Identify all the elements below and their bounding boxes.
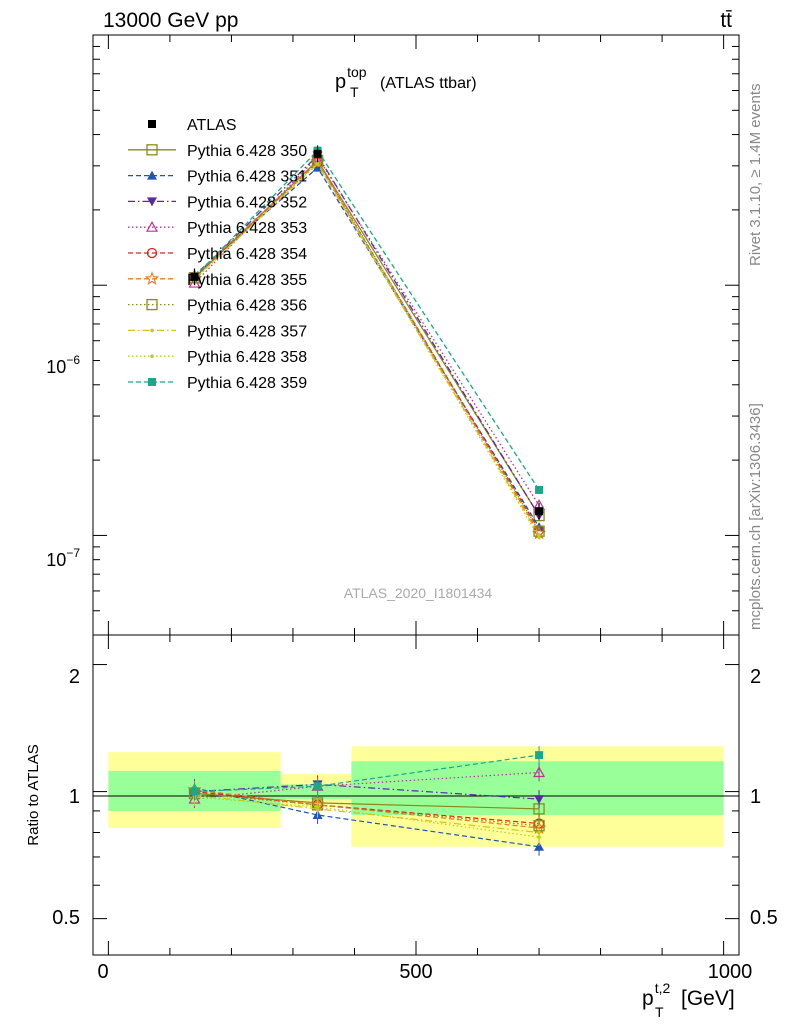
data-point-atlas bbox=[313, 149, 322, 158]
ratio-marker-pythia-6-428-353 bbox=[533, 766, 546, 778]
series-line-pythia-6-428-356 bbox=[194, 160, 540, 532]
legend-marker-pythia-6-428-357 bbox=[150, 328, 154, 333]
x-axis-label: pt,2 T[GeV] bbox=[642, 980, 735, 1020]
ratio-series-layer bbox=[187, 746, 547, 856]
legend-label-pythia-6-428-350: Pythia 6.428 350 bbox=[187, 143, 307, 160]
legend-label-pythia-6-428-355: Pythia 6.428 355 bbox=[187, 272, 307, 289]
legend-marker-pythia-6-428-352 bbox=[147, 197, 157, 207]
series-line-pythia-6-428-355 bbox=[194, 160, 540, 534]
legend-marker-pythia-6-428-359 bbox=[148, 378, 156, 386]
ratio-marker-pythia-6-428-359 bbox=[190, 787, 199, 796]
legend-item-pythia-6-428-355: Pythia 6.428 355 bbox=[128, 271, 307, 289]
series-marker-pythia-6-428-358 bbox=[537, 535, 541, 540]
ratio-y-tick-2: 2 bbox=[69, 666, 80, 688]
ratio-y-tick-0-5: 0.5 bbox=[52, 907, 80, 929]
ratio-y-axis-label: Ratio to ATLAS bbox=[25, 744, 42, 845]
legend-marker-atlas bbox=[148, 120, 156, 128]
legend-label-pythia-6-428-359: Pythia 6.428 359 bbox=[187, 375, 307, 392]
legend-label-atlas: ATLAS bbox=[187, 117, 237, 134]
x-tick-label-1000: 1000 bbox=[708, 961, 753, 983]
ratio-y-tick-1: 1 bbox=[69, 786, 80, 808]
legend-marker-pythia-6-428-356 bbox=[146, 298, 158, 311]
legend-item-pythia-6-428-353: Pythia 6.428 353 bbox=[128, 220, 307, 237]
ratio-y-tick-labels: 2 1 0.5 2 1 0.5 bbox=[52, 666, 778, 929]
ratio-marker-pythia-6-428-352 bbox=[534, 795, 545, 805]
ratio-line-pythia-6-428-352 bbox=[194, 783, 540, 800]
legend-label-pythia-6-428-353: Pythia 6.428 353 bbox=[187, 220, 307, 237]
legend-item-pythia-6-428-350: Pythia 6.428 350 bbox=[128, 143, 307, 160]
ratio-y-tick-0-5-right: 0.5 bbox=[750, 907, 778, 929]
ratio-marker-pythia-6-428-358 bbox=[315, 805, 320, 809]
legend-item-pythia-6-428-351: Pythia 6.428 351 bbox=[128, 169, 307, 186]
ratio-line-pythia-6-428-358 bbox=[194, 796, 540, 838]
ratio-marker-pythia-6-428-351 bbox=[534, 841, 545, 851]
legend-marker-pythia-6-428-353 bbox=[145, 220, 159, 232]
legend-label-pythia-6-428-357: Pythia 6.428 357 bbox=[187, 323, 307, 340]
ratio-marker-pythia-6-428-359 bbox=[535, 751, 544, 760]
series-line-pythia-6-428-352 bbox=[194, 154, 540, 516]
data-point-atlas bbox=[535, 507, 544, 516]
legend-label-pythia-6-428-356: Pythia 6.428 356 bbox=[187, 298, 307, 315]
legend-marker-pythia-6-428-355 bbox=[144, 271, 160, 285]
legend-item-pythia-6-428-357: Pythia 6.428 357 bbox=[128, 323, 307, 340]
legend-label-pythia-6-428-354: Pythia 6.428 354 bbox=[187, 246, 307, 263]
legend-item-pythia-6-428-358: Pythia 6.428 358 bbox=[128, 349, 307, 366]
ratio-line-pythia-6-428-357 bbox=[194, 794, 540, 834]
ratio-line-pythia-6-428-356 bbox=[194, 792, 540, 827]
energy-label: 13000 GeV pp bbox=[103, 9, 238, 32]
series-line-pythia-6-428-358 bbox=[194, 161, 540, 538]
y-tick-label-1e-6: 10−6 bbox=[46, 353, 80, 377]
ratio-y-tick-1-right: 1 bbox=[750, 786, 761, 808]
series-marker-pythia-6-428-358 bbox=[315, 161, 320, 165]
ratio-y-tick-2-right: 2 bbox=[750, 666, 761, 688]
legend-item-pythia-6-428-356: Pythia 6.428 356 bbox=[128, 298, 307, 315]
series-marker-pythia-6-428-359 bbox=[535, 485, 544, 494]
legend-label-pythia-6-428-358: Pythia 6.428 358 bbox=[187, 349, 307, 366]
legend-item-pythia-6-428-352: Pythia 6.428 352 bbox=[128, 194, 307, 211]
legend: ATLAS Pythia 6.428 350 Pythia 6.428 351 Pyt… bbox=[128, 117, 307, 392]
ratio-plot-panel: 2 1 0.5 2 1 0.5 0 500 1000 Ratio to ATLA… bbox=[25, 634, 778, 1020]
legend-label-pythia-6-428-351: Pythia 6.428 351 bbox=[187, 169, 307, 186]
uncertainty-bands bbox=[108, 746, 724, 847]
plot-title: ptop T (ATLAS ttbar) bbox=[335, 64, 477, 100]
legend-label-pythia-6-428-352: Pythia 6.428 352 bbox=[187, 194, 307, 211]
legend-marker-pythia-6-428-358 bbox=[150, 354, 154, 359]
x-tick-labels: 0 500 1000 bbox=[97, 961, 752, 983]
main-series-layer bbox=[187, 145, 547, 540]
analysis-watermark: ATLAS_2020_I1801434 bbox=[344, 585, 493, 601]
main-y-tick-labels: 10−7 10−6 bbox=[46, 353, 80, 570]
series-atlas-data bbox=[190, 145, 544, 520]
x-tick-label-0: 0 bbox=[97, 961, 108, 983]
process-label: tt̄ bbox=[720, 9, 732, 32]
legend-marker-pythia-6-428-350 bbox=[146, 144, 158, 156]
rivet-version-label: Rivet 3.1.10, ≥ 1.4M events bbox=[747, 84, 764, 267]
mcplots-label: mcplots.cern.ch [arXiv:1306.3436] bbox=[747, 403, 764, 630]
legend-item-pythia-6-428-359: Pythia 6.428 359 bbox=[128, 375, 307, 392]
x-tick-label-500: 500 bbox=[399, 961, 432, 983]
ratio-marker-pythia-6-428-359 bbox=[313, 782, 322, 791]
ratio-series-pythia-6-428-359 bbox=[190, 746, 544, 801]
legend-item-atlas: ATLAS bbox=[148, 117, 237, 134]
legend-item-pythia-6-428-354: Pythia 6.428 354 bbox=[128, 246, 307, 263]
y-tick-label-1e-7: 10−7 bbox=[46, 546, 80, 570]
data-point-atlas bbox=[190, 272, 199, 281]
main-plot-panel: 10−7 10−6 ATLAS_2020_I1801434 ptop T (ATLA… bbox=[46, 34, 740, 636]
ratio-marker-pythia-6-428-358 bbox=[537, 835, 541, 839]
main-plot-frame bbox=[92, 34, 740, 636]
legend-marker-pythia-6-428-351 bbox=[147, 170, 157, 180]
legend-marker-pythia-6-428-354 bbox=[146, 247, 158, 259]
ratio-ticks bbox=[93, 635, 739, 955]
